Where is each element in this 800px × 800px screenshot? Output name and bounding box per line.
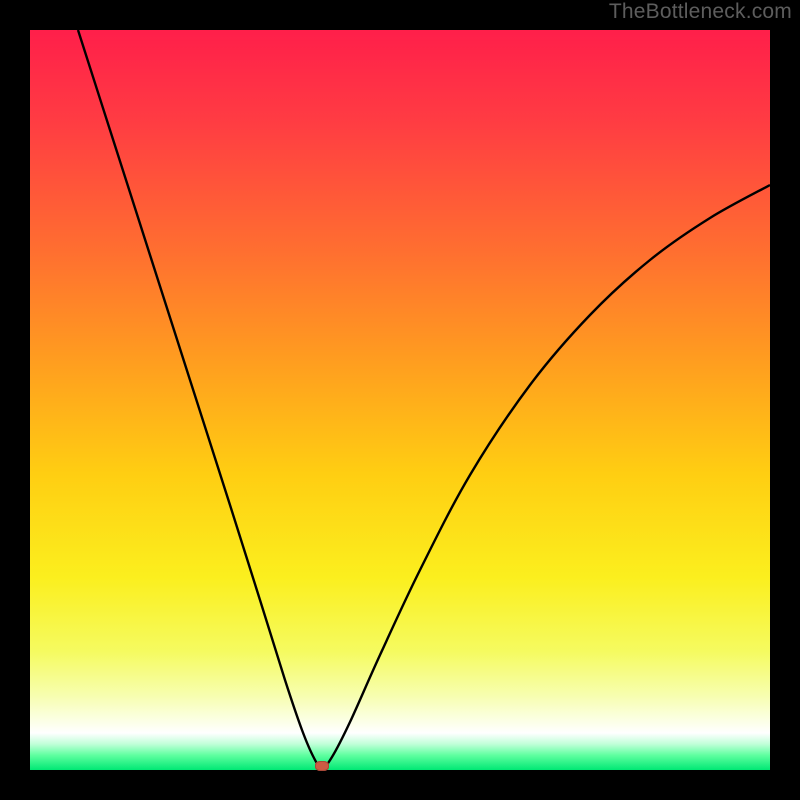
optimum-marker xyxy=(315,761,329,771)
bottleneck-curve xyxy=(78,30,770,768)
chart-container: TheBottleneck.com xyxy=(0,0,800,800)
plot-area xyxy=(30,30,770,770)
bottleneck-curve-svg xyxy=(30,30,770,770)
watermark-label: TheBottleneck.com xyxy=(609,0,792,24)
